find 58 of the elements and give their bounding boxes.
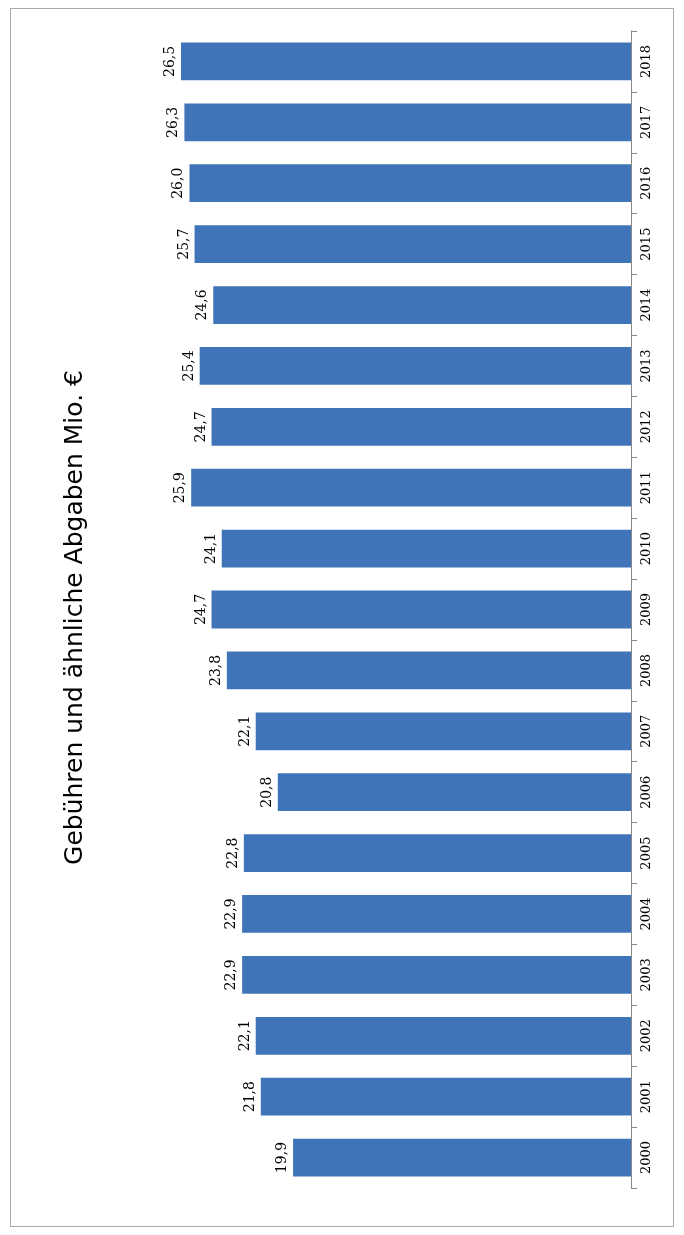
data-label: 22,1 (235, 1020, 252, 1052)
bar (189, 164, 631, 203)
y-tick-label: 2016 (638, 166, 653, 200)
data-label: 26,0 (169, 167, 186, 199)
bar (226, 651, 631, 690)
data-label: 23,8 (206, 654, 223, 686)
bar (211, 407, 631, 446)
y-tick-label: 2010 (638, 532, 653, 566)
y-tick-label: 2006 (638, 775, 653, 809)
y-tick-label: 2008 (638, 653, 653, 687)
data-label: 22,9 (222, 959, 239, 991)
y-tick-label: 2004 (638, 897, 653, 931)
data-label: 25,4 (179, 350, 196, 382)
bar (242, 955, 631, 994)
data-label: 25,7 (174, 228, 191, 260)
data-label: 22,1 (235, 715, 252, 747)
data-label: 24,7 (191, 411, 208, 443)
y-tick-label: 2001 (638, 1080, 653, 1114)
data-label: 19,9 (273, 1141, 290, 1174)
text: Gebühren und ähnliche Abgaben Mio. € (59, 370, 88, 865)
data-label: 24,6 (193, 289, 210, 321)
data-label: 24,1 (201, 533, 218, 565)
bar (221, 529, 631, 568)
y-tick-label: 2011 (638, 471, 653, 505)
bar (242, 895, 631, 933)
y-tick-label: 2005 (638, 836, 653, 870)
data-label: 26,3 (164, 106, 181, 138)
bar (211, 590, 631, 629)
bar (213, 286, 631, 324)
bar (293, 1138, 631, 1177)
y-tick-label: 2018 (638, 44, 653, 78)
y-tick-label: 2012 (638, 410, 653, 444)
data-label: 22,9 (222, 898, 239, 930)
bar (194, 225, 631, 264)
bar (191, 468, 631, 507)
bar (255, 712, 631, 751)
y-tick-label: 2002 (638, 1019, 653, 1053)
bar (184, 103, 631, 142)
y-tick-label: 2003 (638, 958, 653, 992)
bar (181, 42, 631, 81)
data-label: 22,8 (223, 837, 240, 869)
data-label: 24,7 (191, 593, 208, 626)
data-label: 25,9 (171, 472, 188, 504)
y-tick-label: 2000 (638, 1141, 653, 1175)
bar (199, 347, 631, 385)
data-label: 20,8 (257, 776, 274, 808)
bar (260, 1077, 631, 1116)
y-tick-label: 2017 (638, 105, 653, 139)
bar (255, 1016, 631, 1055)
y-tick-label: 2013 (638, 349, 653, 383)
data-label: 26,5 (161, 45, 177, 78)
data-label: 21,8 (240, 1081, 257, 1113)
y-tick-label: 2007 (638, 714, 653, 748)
y-tick-label: 2014 (638, 288, 653, 322)
y-tick-label: 2009 (638, 592, 653, 627)
y-tick-label: 2015 (638, 227, 653, 261)
bar (243, 834, 631, 872)
bar (277, 773, 631, 812)
